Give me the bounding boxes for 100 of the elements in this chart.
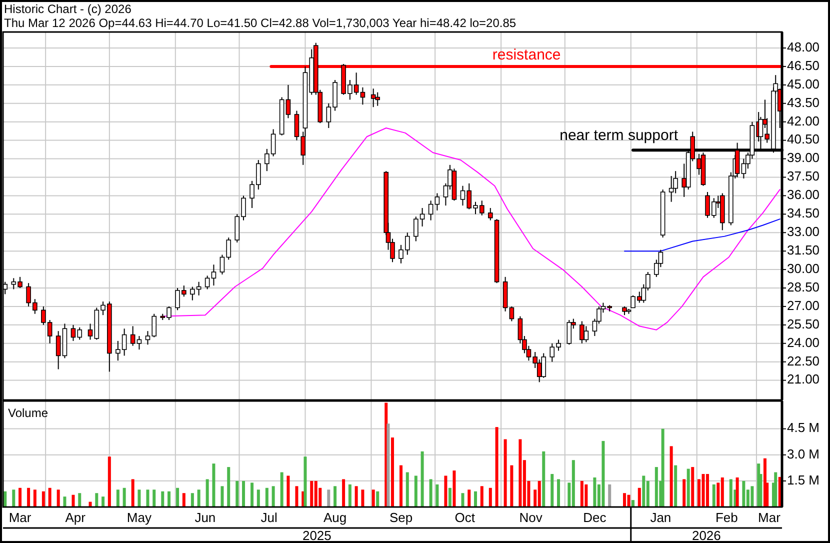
y-tick-label: 37.50: [787, 168, 820, 184]
candlestick: [375, 92, 380, 106]
bar: [33, 490, 36, 507]
bar: [420, 451, 424, 507]
chart-title: Volume: [8, 406, 48, 420]
x-tick-label: Mar: [8, 510, 32, 525]
x-tick-label: Feb: [715, 510, 738, 525]
candlestick: [580, 320, 584, 344]
bar: [280, 472, 284, 507]
x-tick-label: Nov: [519, 510, 543, 525]
bar: [774, 472, 778, 507]
x-tick-label: Sep: [389, 510, 413, 525]
bar: [691, 467, 694, 507]
bar: [436, 484, 439, 507]
candlestick: [509, 306, 514, 322]
candlestick: [136, 336, 142, 350]
bar: [632, 500, 635, 507]
bar: [580, 480, 584, 507]
y-tick-label: 3.0 M: [787, 446, 820, 462]
bar: [95, 493, 98, 507]
y-tick-label: 48.00: [787, 39, 820, 54]
bar: [682, 479, 686, 507]
bar: [152, 490, 156, 507]
x-tick-label: Oct: [454, 510, 476, 525]
candlestick: [130, 326, 136, 346]
bar: [161, 491, 164, 507]
bar: [391, 437, 394, 507]
bar: [448, 488, 452, 507]
candlestick: [211, 264, 216, 286]
bar: [488, 488, 492, 507]
bar: [227, 467, 230, 507]
bar: [250, 482, 254, 507]
bar: [212, 464, 216, 507]
x-tick-label: Dec: [583, 510, 607, 525]
bar: [286, 476, 290, 507]
y-tick-label: 4.5 M: [787, 420, 820, 436]
bar: [348, 484, 352, 507]
bar: [729, 479, 732, 507]
bar: [63, 496, 66, 507]
bar: [206, 479, 209, 507]
bar: [670, 446, 673, 507]
y-tick-label: 42.00: [787, 113, 820, 128]
bar: [372, 490, 375, 507]
bar: [342, 479, 346, 507]
bar: [314, 480, 318, 507]
bar: [295, 486, 298, 507]
bar: [720, 477, 724, 507]
bar: [654, 467, 658, 507]
bar: [197, 490, 200, 507]
x-tick-label: Aug: [323, 510, 347, 525]
bar: [122, 488, 126, 507]
bar: [638, 488, 641, 507]
x-tick-label: Apr: [65, 510, 86, 525]
candlestick: [360, 86, 366, 106]
bar: [736, 477, 739, 507]
candlestick: [584, 326, 589, 343]
bar: [146, 490, 150, 507]
bar: [461, 493, 464, 507]
y-tick-label: 34.50: [787, 206, 820, 221]
bar: [168, 491, 171, 507]
bar: [518, 439, 522, 507]
bar: [444, 476, 448, 507]
bar: [452, 470, 456, 507]
candlestick: [428, 200, 434, 221]
bar: [593, 477, 596, 507]
bar: [327, 490, 330, 507]
bar: [386, 424, 390, 507]
candlestick: [370, 88, 376, 108]
candlestick: [434, 192, 440, 211]
bar: [354, 486, 358, 507]
bar: [12, 490, 16, 507]
bar: [236, 480, 239, 507]
y-tick-label: 33.00: [787, 224, 820, 240]
bar: [27, 488, 30, 507]
bar: [602, 440, 605, 507]
bar: [702, 474, 705, 507]
bar: [400, 465, 403, 507]
y-tick-label: 45.00: [787, 76, 820, 92]
bar: [627, 494, 630, 507]
bar: [18, 488, 22, 507]
bar: [102, 496, 105, 507]
bar: [376, 491, 380, 507]
candlestick: [488, 208, 493, 221]
y-tick-label: 36.00: [787, 187, 820, 202]
candlestick: [541, 352, 546, 378]
bar: [334, 486, 337, 507]
bar: [750, 486, 754, 507]
bar: [572, 460, 575, 507]
x-tick-label: May: [126, 510, 152, 525]
y-tick-label: 46.50: [787, 58, 820, 73]
y-tick-label: 30.00: [787, 260, 820, 276]
bar: [182, 493, 186, 507]
y-tick-label: 21.00: [787, 372, 820, 387]
bar: [78, 493, 82, 507]
candlestick: [286, 84, 291, 119]
bar: [608, 484, 612, 507]
bar: [406, 472, 409, 507]
bar: [361, 490, 364, 507]
bar: [190, 493, 194, 507]
y-tick-label: 27.00: [787, 298, 820, 313]
